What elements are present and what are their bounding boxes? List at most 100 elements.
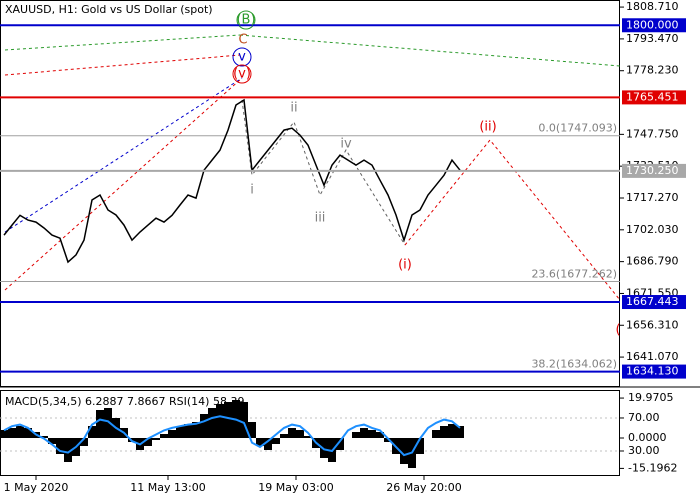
macd-bar <box>368 430 376 438</box>
wave-label: i <box>250 183 254 198</box>
price-badge <box>622 90 686 105</box>
macd-bar <box>360 428 368 438</box>
y-tick-label: 1702.030 <box>626 223 679 236</box>
y-tick-label: 1793.470 <box>626 32 679 45</box>
macd-bar <box>56 438 64 454</box>
macd-bar <box>288 428 296 438</box>
wave-label: ( <box>615 323 620 338</box>
macd-bar <box>160 434 168 438</box>
x-tick-label: 26 May 20:00 <box>386 481 461 494</box>
wave-circle <box>236 10 256 30</box>
macd-bar <box>296 430 304 438</box>
price-badge-label: 1765.451 <box>626 90 679 103</box>
macd-bar <box>280 434 288 438</box>
y2-tick-label: 70.00 <box>628 411 660 424</box>
x-tick-label: 19 May 03:00 <box>258 481 333 494</box>
y-tick-label: 1778.230 <box>626 64 679 77</box>
price-badge <box>622 163 686 178</box>
trend-line <box>4 77 243 233</box>
macd-bar <box>248 422 256 438</box>
macd-bar <box>440 426 448 438</box>
macd-bar <box>240 402 248 438</box>
price-badge <box>622 295 686 310</box>
chart-title: XAUUSD, H1: Gold vs US Dollar (spot) <box>5 3 213 16</box>
wave-label: ii <box>290 101 297 116</box>
wave-label: iii <box>315 211 326 226</box>
trend-line <box>404 139 621 301</box>
macd-bar <box>64 438 72 462</box>
macd-bar <box>168 430 176 438</box>
y-tick-label: 0.0000 <box>628 431 667 444</box>
x-tick-label: 1 May 2020 <box>4 481 69 494</box>
macd-bar <box>16 426 24 438</box>
wave-label: (ii) <box>479 120 496 135</box>
macd-bar <box>456 426 464 438</box>
macd-bar <box>152 438 160 440</box>
trend-line <box>241 99 406 246</box>
price-line <box>3 98 461 264</box>
macd-bar <box>40 436 48 438</box>
trend-line <box>4 77 243 291</box>
y-tick-label: -15.1962 <box>628 461 677 474</box>
macd-bar <box>336 438 344 450</box>
y-tick-label: 1747.750 <box>626 127 679 140</box>
macd-bar <box>24 428 32 438</box>
macd-bar <box>88 426 96 438</box>
trend-line <box>239 34 621 67</box>
trend-line <box>4 34 241 51</box>
wave-label: (v) <box>233 67 251 82</box>
macd-bar <box>104 408 112 438</box>
y-tick-label: 1808.710 <box>626 0 679 13</box>
price-badge-label: 1800.000 <box>626 18 679 31</box>
wave-label: iv <box>340 137 352 152</box>
macd-bar <box>264 438 272 450</box>
fib-label: 0.0(1747.093) <box>538 122 617 135</box>
y-tick-label: 1656.310 <box>626 318 679 331</box>
fib-label: 23.6(1677.262) <box>531 268 617 281</box>
price-badge-label: 1667.443 <box>626 295 679 308</box>
macd-bar <box>320 438 328 458</box>
y-tick-label: 19.9705 <box>628 391 674 404</box>
indicator-title: MACD(5,34,5) 6.2887 7.8667 RSI(14) 58.39 <box>5 395 244 408</box>
macd-bar <box>448 424 456 438</box>
price-badge <box>622 364 686 379</box>
macd-bar <box>416 438 424 454</box>
macd-bar <box>144 438 152 446</box>
fib-label: 38.2(1634.062) <box>531 358 617 371</box>
macd-bar <box>352 432 360 438</box>
wave-label: C <box>238 33 247 48</box>
price-badge <box>622 18 686 33</box>
macd-bar <box>304 436 312 438</box>
y-tick-label: 1686.790 <box>626 255 679 268</box>
wave-circle <box>232 64 252 84</box>
macd-bar <box>272 438 280 444</box>
macd-bar <box>48 438 56 444</box>
price-badge-label: 1634.130 <box>626 365 679 378</box>
macd-bar <box>200 414 208 438</box>
price-badge-label: 1730.250 <box>626 164 679 177</box>
macd-bar <box>216 404 224 438</box>
rsi-line <box>3 415 461 457</box>
macd-bar <box>184 424 192 438</box>
wave-label: (i) <box>398 258 412 273</box>
macd-bar <box>208 408 216 438</box>
macd-bar <box>256 438 264 446</box>
y2-tick-label: 30.00 <box>628 444 660 457</box>
macd-bar <box>224 402 232 438</box>
x-tick-label: 11 May 13:00 <box>130 481 205 494</box>
macd-bar <box>80 438 88 446</box>
macd-bar <box>400 438 408 464</box>
macd-bar <box>432 430 440 438</box>
macd-bar <box>0 430 8 438</box>
macd-bar <box>192 422 200 438</box>
wave-label: (B) <box>236 13 255 28</box>
y-tick-label: 1717.270 <box>626 191 679 204</box>
macd-bar <box>376 432 384 438</box>
trend-line <box>4 54 241 76</box>
wave-circle <box>232 47 252 67</box>
wave-label: v <box>238 50 246 65</box>
macd-bar <box>96 410 104 438</box>
macd-bar <box>8 428 16 438</box>
